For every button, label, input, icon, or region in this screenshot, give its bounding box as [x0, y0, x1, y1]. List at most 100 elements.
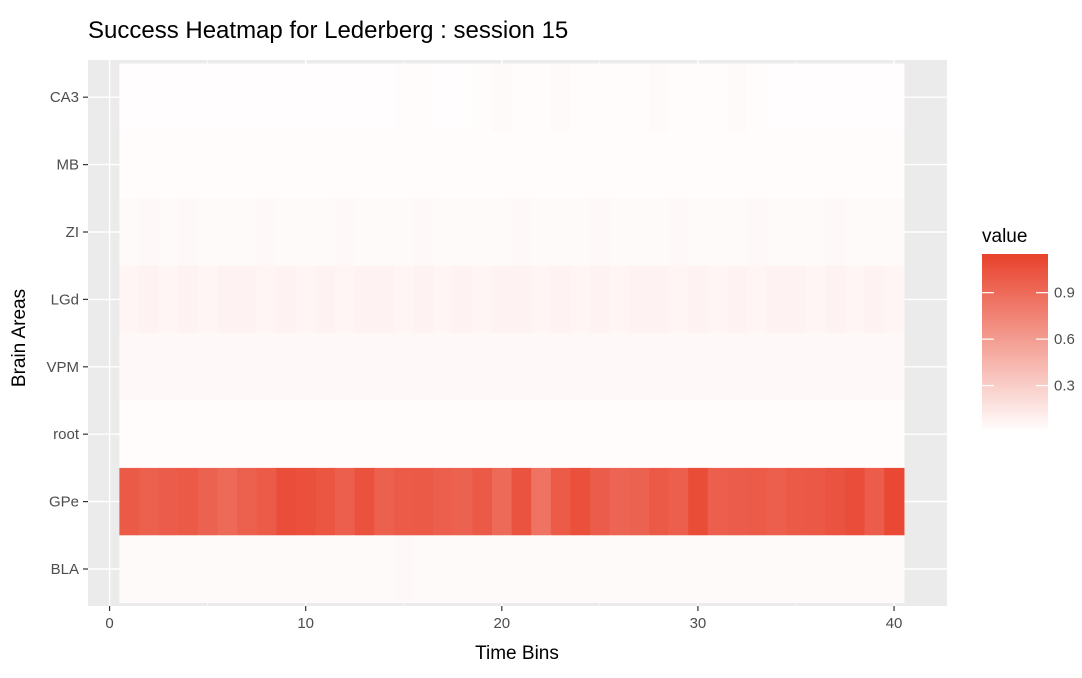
heatmap-cell — [864, 467, 885, 536]
heatmap-cell — [786, 198, 807, 266]
heatmap-cell — [217, 198, 238, 266]
heatmap-cell — [707, 198, 728, 266]
heatmap-cell — [550, 198, 572, 266]
heatmap-cell — [766, 333, 787, 401]
heatmap-cell — [609, 333, 630, 401]
heatmap-cell — [158, 130, 179, 199]
heatmap-cell — [393, 265, 415, 334]
legend-tick-label: 0.6 — [1054, 331, 1075, 348]
heatmap-cell — [413, 63, 434, 132]
heatmap-cell — [805, 467, 827, 536]
heatmap-cell — [531, 265, 552, 334]
heatmap-cell — [374, 63, 395, 132]
heatmap-cell — [668, 400, 689, 469]
y-axis-title: Brain Areas — [9, 289, 30, 387]
heatmap-cell — [825, 400, 846, 469]
heatmap-cell — [354, 198, 375, 266]
heatmap-cell — [845, 333, 866, 401]
heatmap-cell — [629, 535, 650, 603]
heatmap-cell — [393, 400, 415, 469]
heatmap-cell — [845, 400, 866, 469]
heatmap-cell — [393, 130, 415, 199]
heatmap-cell — [119, 535, 140, 603]
heatmap-cell — [707, 130, 728, 199]
heatmap-cell — [786, 130, 807, 199]
heatmap-cell — [433, 400, 454, 469]
heatmap-cell — [354, 535, 375, 603]
heatmap-cell — [393, 333, 415, 401]
heatmap-cell — [609, 198, 630, 266]
heatmap-cell — [864, 400, 885, 469]
heatmap-cell — [237, 63, 258, 132]
heatmap-cell — [452, 467, 473, 536]
heatmap-cell — [217, 400, 238, 469]
legend-title: value — [982, 226, 1027, 247]
heatmap-cell — [217, 333, 238, 401]
heatmap-cell — [531, 400, 552, 469]
heatmap-cell — [609, 467, 630, 536]
heatmap-cell — [256, 265, 277, 334]
heatmap-cell — [570, 333, 591, 401]
legend-ticks: 0.3 0.6 0.9 — [982, 285, 1075, 395]
heatmap-cell — [884, 63, 905, 132]
heatmap-cell — [590, 333, 611, 401]
heatmap-cell — [197, 400, 219, 469]
heatmap-cell — [570, 400, 591, 469]
heatmap-cell — [178, 265, 199, 334]
heatmap-cell — [511, 63, 532, 132]
heatmap-cell — [354, 265, 375, 334]
heatmap-cell — [335, 63, 356, 132]
heatmap-cell — [550, 333, 572, 401]
heatmap-cell — [845, 535, 866, 603]
heatmap-cell — [727, 467, 748, 536]
heatmap-cell — [570, 535, 591, 603]
heatmap-cell — [472, 198, 493, 266]
heatmap-cell — [413, 198, 434, 266]
heatmap-cell — [786, 63, 807, 132]
x-tick-label: 30 — [690, 615, 707, 632]
heatmap-cell — [746, 265, 768, 334]
heatmap-cell — [138, 130, 160, 199]
heatmap-cell — [295, 63, 317, 132]
heatmap-cell — [276, 467, 297, 536]
heatmap-cell — [805, 265, 827, 334]
heatmap-cell — [590, 265, 611, 334]
heatmap-cell — [864, 265, 885, 334]
heatmap-cell — [256, 535, 277, 603]
heatmap-cell — [472, 265, 493, 334]
heatmap-cell — [786, 333, 807, 401]
heatmap-cell — [766, 400, 787, 469]
heatmap-cell — [295, 400, 317, 469]
heatmap-cell — [472, 333, 493, 401]
heatmap-cell — [197, 130, 219, 199]
legend-colorbar — [982, 254, 1048, 432]
heatmap-cell — [433, 130, 454, 199]
heatmap-cell — [746, 467, 768, 536]
heatmap-cell — [452, 265, 473, 334]
heatmap-cell — [472, 467, 493, 536]
heatmap-cell — [119, 467, 140, 536]
heatmap-cell — [648, 265, 670, 334]
heatmap-cell — [178, 333, 199, 401]
heatmap-cell — [237, 467, 258, 536]
heatmap-cell — [492, 265, 513, 334]
y-tick-label: GPe — [49, 494, 79, 511]
heatmap-cell — [648, 198, 670, 266]
heatmap-cell — [825, 130, 846, 199]
heatmap-cell — [217, 535, 238, 603]
heatmap-cell — [766, 130, 787, 199]
heatmap-cell — [393, 63, 415, 132]
heatmap-cell — [138, 265, 160, 334]
heatmap-cell — [158, 535, 179, 603]
heatmap-cell — [119, 265, 140, 334]
heatmap-cell — [531, 63, 552, 132]
heatmap-cell — [472, 63, 493, 132]
heatmap-cell — [433, 333, 454, 401]
heatmap-cell — [531, 198, 552, 266]
heatmap-cell — [766, 535, 787, 603]
heatmap-cell — [707, 400, 728, 469]
heatmap-cell — [315, 467, 336, 536]
heatmap-cell — [570, 63, 591, 132]
heatmap-cell — [707, 63, 728, 132]
